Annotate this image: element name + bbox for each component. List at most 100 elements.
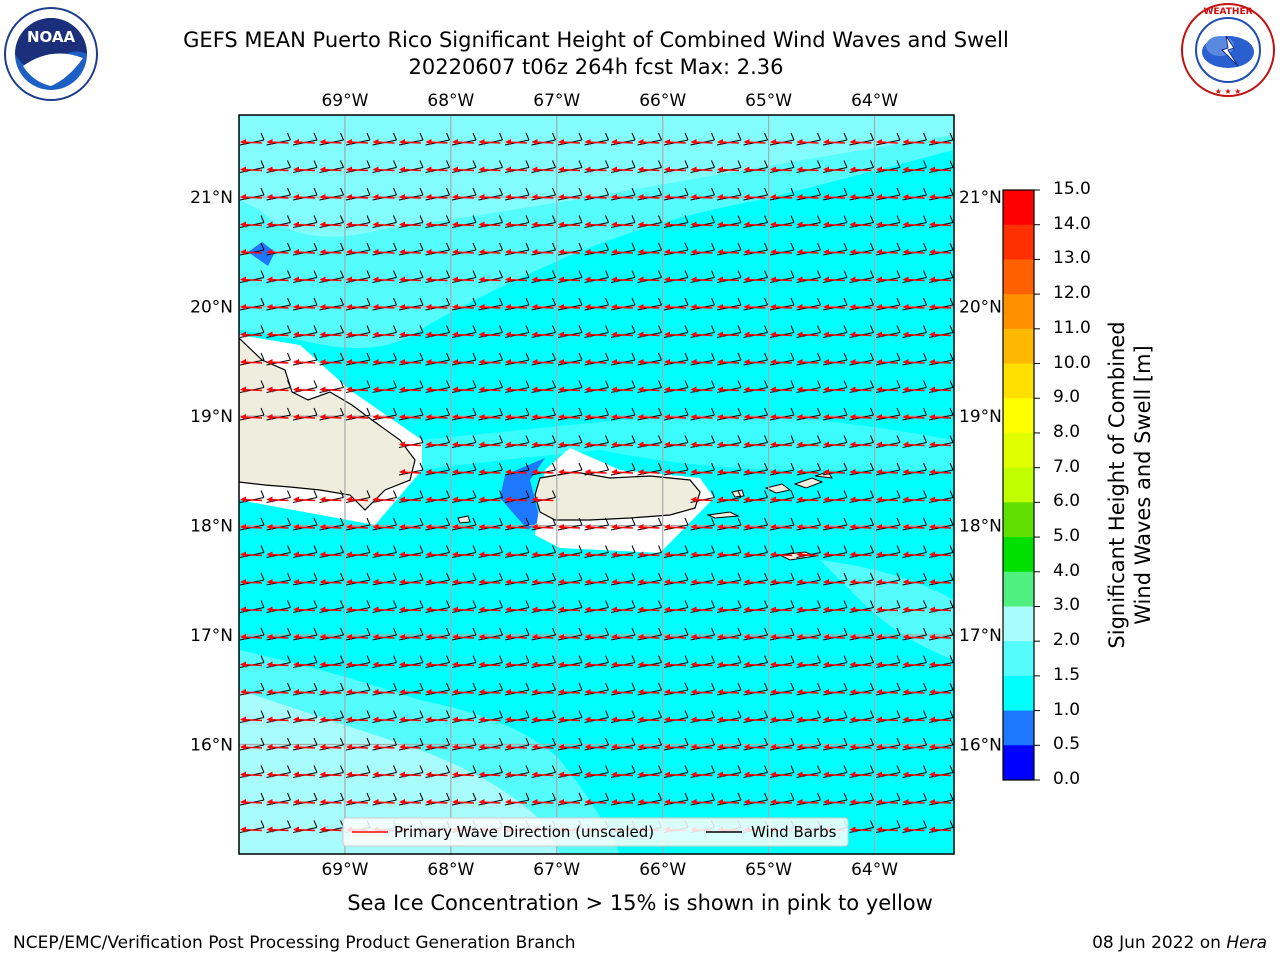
wave-arrowhead: [425, 139, 432, 145]
wave-arrowhead: [770, 166, 776, 173]
wind-barb-flag: [949, 462, 954, 471]
wind-barb-flag: [684, 215, 689, 223]
wave-arrowhead: [637, 331, 644, 338]
wind-barb-flag: [923, 627, 927, 636]
wave-arrowhead: [478, 386, 485, 393]
wind-barb-flag: [313, 242, 318, 251]
wind-barb-flag: [446, 352, 450, 361]
wave-arrowhead: [902, 469, 909, 475]
wave-arrowhead: [425, 194, 432, 200]
wind-barb-flag: [605, 380, 609, 388]
wind-barb-flag: [631, 627, 636, 636]
wave-arrowhead: [293, 689, 299, 695]
wind-barb-flag: [896, 765, 901, 773]
wind-barb-flag: [737, 160, 742, 168]
wave-arrowhead: [902, 716, 909, 723]
wave-arrowhead: [399, 194, 405, 200]
wind-barb-flag: [711, 627, 715, 636]
wave-arrowhead: [558, 661, 564, 668]
wave-arrowhead: [505, 606, 511, 613]
wave-arrowhead: [584, 249, 591, 255]
wind-barb-flag: [764, 352, 768, 361]
wind-barb-flag: [605, 160, 609, 168]
wind-barb-flag: [949, 627, 954, 636]
wind-barb-flag: [764, 517, 768, 526]
wave-arrowhead: [425, 524, 432, 530]
wind-barb-flag: [499, 242, 503, 251]
wind-barb-flag: [260, 325, 265, 333]
wind-barb-flag: [711, 297, 715, 306]
wave-arrowhead: [796, 606, 803, 613]
wave-arrowhead: [611, 716, 617, 723]
wave-arrowhead: [346, 359, 352, 365]
wind-barb-flag: [658, 627, 662, 636]
wave-arrowhead: [531, 661, 538, 668]
wave-arrowhead: [293, 799, 299, 805]
wind-barb-flag: [499, 682, 503, 691]
wind-barb-flag: [578, 462, 583, 471]
wave-arrowhead: [902, 331, 909, 338]
wind-barb-flag: [472, 215, 477, 223]
wave-arrowhead: [478, 524, 485, 530]
land-virgin-islands-1: [764, 483, 792, 494]
wave-arrowhead: [452, 166, 458, 173]
wind-barb-flag: [472, 380, 477, 388]
wind-barb-flag: [896, 215, 901, 223]
wind-barb-flag: [552, 765, 556, 773]
wind-barb-flag: [896, 325, 901, 333]
wind-barb-flag: [525, 627, 530, 636]
wave-arrowhead: [346, 139, 352, 145]
wave-arrowhead: [796, 661, 803, 668]
wind-barb-flag: [419, 352, 424, 361]
wave-arrowhead: [611, 661, 617, 668]
wind-barb-flag: [737, 270, 742, 278]
wave-arrowhead: [717, 166, 723, 173]
wave-arrowhead: [399, 139, 405, 145]
wave-arrowhead: [929, 799, 935, 805]
wind-barb-flag: [446, 490, 450, 498]
wind-barb-flag: [684, 352, 689, 361]
wind-barb-flag: [287, 627, 291, 636]
wind-barb-flag: [578, 710, 583, 718]
wind-barb-flag: [340, 407, 344, 416]
wind-barb-flag: [552, 490, 556, 498]
wave-arrowhead: [717, 799, 723, 805]
wave-arrowhead: [399, 359, 405, 365]
wave-arrowhead: [902, 579, 909, 585]
wave-arrowhead: [478, 469, 485, 475]
wind-barb-flag: [923, 737, 927, 746]
wind-barb-flag: [260, 820, 265, 828]
wind-barb-flag: [419, 297, 424, 306]
wave-arrowhead: [531, 304, 538, 310]
colorbar-band: [1003, 537, 1034, 573]
wind-barb-flag: [684, 710, 689, 718]
wind-barb-flag: [949, 792, 954, 801]
wave-arrowhead: [876, 359, 882, 365]
wind-barb-flag: [605, 710, 609, 718]
wave-arrowhead: [796, 579, 803, 585]
lat-label-left: 17°N: [190, 626, 233, 646]
wave-arrowhead: [611, 744, 617, 750]
wave-arrowhead: [929, 716, 935, 723]
wave-arrowhead: [690, 496, 697, 503]
wave-arrowhead: [372, 771, 379, 778]
wave-arrowhead: [319, 661, 326, 668]
wind-barb-flag: [419, 765, 424, 773]
lat-label-right: 20°N: [959, 298, 1002, 318]
wave-arrowhead: [346, 661, 352, 668]
wind-barb-flag: [711, 462, 715, 471]
wave-arrowhead: [902, 744, 909, 750]
wind-barb-flag: [472, 792, 477, 801]
wind-barb-flag: [923, 352, 927, 361]
wave-arrowhead: [823, 304, 829, 310]
wave-arrowhead: [796, 524, 803, 530]
wave-arrowhead: [505, 689, 511, 695]
wave-arrowhead: [611, 689, 617, 695]
wave-arrowhead: [478, 689, 485, 695]
wave-arrowhead: [717, 524, 723, 530]
wave-arrowhead: [929, 249, 935, 255]
wave-arrowhead: [717, 414, 723, 420]
wind-barb-flag: [525, 297, 530, 306]
wave-arrowhead: [399, 496, 405, 503]
wind-barb-flag: [446, 270, 450, 278]
